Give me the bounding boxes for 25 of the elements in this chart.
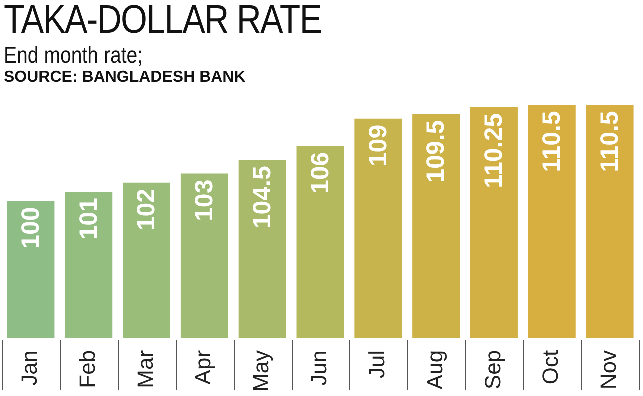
data-label: 109.5: [422, 120, 450, 183]
x-tick-label: Jan: [17, 350, 42, 386]
data-label: 110.5: [596, 111, 624, 172]
data-label: 102: [132, 188, 161, 231]
x-tick-label: Aug: [422, 350, 448, 390]
x-tick-label: Apr: [190, 350, 216, 385]
x-tick-label: Oct: [538, 350, 564, 385]
chart-title: TAKA-DOLLAR RATE: [4, 0, 322, 42]
data-label: 110.25: [480, 113, 508, 189]
x-tick-label: Mar: [132, 350, 158, 388]
data-label: 110.5: [538, 111, 566, 172]
source-note: SOURCE: BANGLADESH BANK: [4, 69, 247, 86]
x-tick-label: Nov: [596, 350, 622, 390]
data-label: 106: [306, 152, 334, 194]
data-label: 104.5: [248, 166, 276, 229]
data-label: 109: [364, 124, 392, 167]
data-label: 100: [16, 207, 45, 249]
x-tick-label: May: [248, 350, 274, 392]
x-tick-label: Jul: [364, 350, 390, 379]
data-label: 103: [190, 180, 219, 222]
x-tick-label: Feb: [74, 350, 100, 388]
data-label: 101: [74, 198, 103, 240]
chart-subtitle: End month rate;: [4, 42, 144, 68]
x-tick-label: Jun: [306, 350, 332, 386]
x-tick-label: Sep: [480, 350, 506, 390]
